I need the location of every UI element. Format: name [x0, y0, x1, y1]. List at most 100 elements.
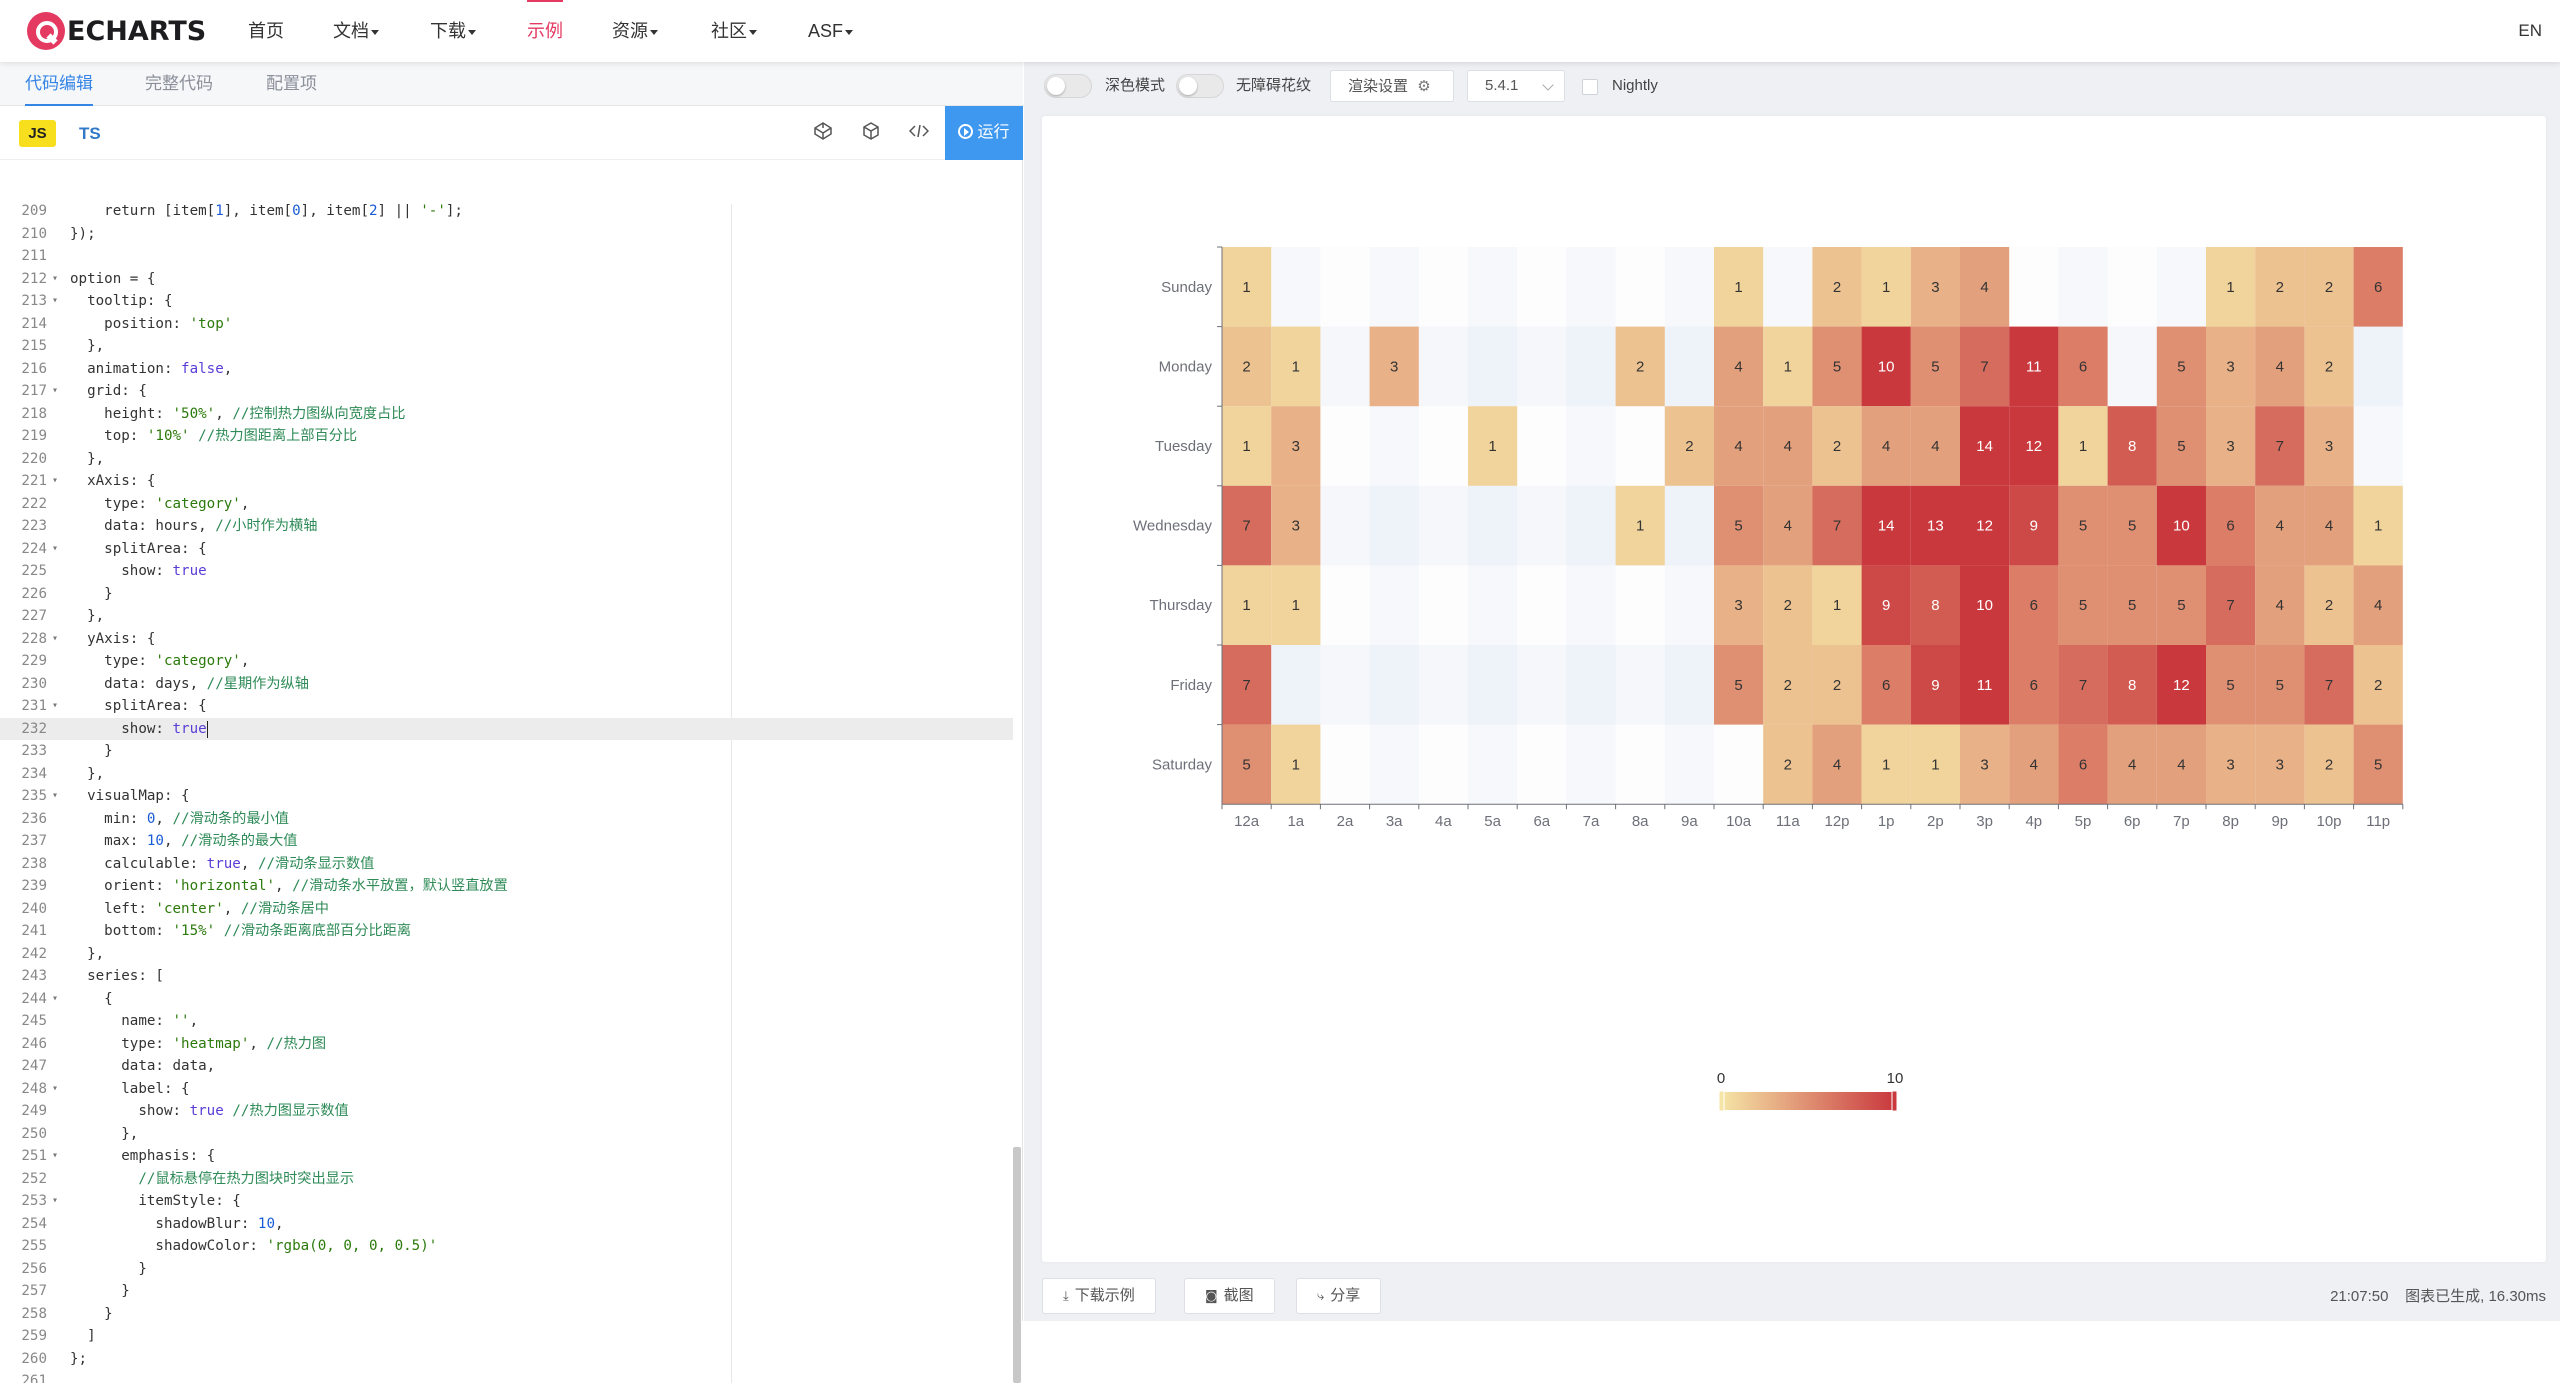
ts-language-button[interactable]: TS — [79, 124, 101, 143]
code-line[interactable]: 223 data: hours, //小时作为横轴 — [0, 515, 1013, 538]
fold-arrow-icon[interactable]: ▾ — [52, 295, 59, 306]
codepen-icon[interactable] — [812, 122, 834, 144]
code-line[interactable]: 236 min: 0, //滑动条的最小值 — [0, 808, 1013, 831]
fold-arrow-icon[interactable]: ▾ — [52, 790, 59, 801]
code-line[interactable]: 215 }, — [0, 335, 1013, 358]
echarts-logo[interactable]: ECHARTS — [27, 11, 206, 51]
code-line[interactable]: 218 height: '50%', //控制热力图纵向宽度占比 — [0, 403, 1013, 426]
fold-arrow-icon[interactable]: ▾ — [52, 1082, 59, 1094]
nav-item-6[interactable]: ASF — [808, 0, 854, 62]
code-line[interactable]: 209 return [item[1], item[0], item[2] ||… — [0, 204, 1013, 223]
code-line[interactable]: 212 ▾ option = { — [0, 268, 1013, 291]
code-line[interactable]: 242 }, — [0, 943, 1013, 966]
visual-map-handle-max[interactable] — [1891, 1090, 1898, 1112]
fold-arrow-icon[interactable]: ▾ — [52, 992, 59, 1004]
fold-arrow-icon[interactable]: ▾ — [52, 385, 59, 396]
download-example-button[interactable]: ⤓ 下载示例 — [1042, 1278, 1156, 1314]
dark-mode-toggle[interactable] — [1044, 74, 1092, 98]
editor-scrollbar[interactable] — [1013, 1147, 1021, 1383]
embed-code-icon[interactable] — [908, 122, 930, 144]
code-line[interactable]: 259 ] — [0, 1325, 1013, 1348]
code-line[interactable]: 220 }, — [0, 448, 1013, 471]
code-line[interactable]: 214 position: 'top' — [0, 313, 1013, 336]
code-line[interactable]: 243 series: [ — [0, 965, 1013, 988]
code-line[interactable]: 216 animation: false, — [0, 358, 1013, 381]
code-line[interactable]: 250 }, — [0, 1123, 1013, 1146]
code-line[interactable]: 253 ▾ itemStyle: { — [0, 1190, 1013, 1213]
editor-tab-2[interactable]: 配置项 — [266, 74, 317, 93]
nav-item-3[interactable]: 示例 — [527, 0, 563, 62]
code-line[interactable]: 241 bottom: '15%' //滑动条距离底部百分比距离 — [0, 920, 1013, 943]
cell-value-label: 1 — [1242, 597, 1250, 614]
code-line[interactable]: 219 top: '10%' //热力图距离上部百分比 — [0, 425, 1013, 448]
code-line[interactable]: 230 data: days, //星期作为纵轴 — [0, 673, 1013, 696]
code-line[interactable]: 245 name: '', — [0, 1010, 1013, 1033]
code-line[interactable]: 226 } — [0, 583, 1013, 606]
run-button[interactable]: 运行 — [945, 106, 1023, 160]
code-line[interactable]: 228 ▾ yAxis: { — [0, 628, 1013, 651]
fold-arrow-icon[interactable]: ▾ — [52, 542, 59, 554]
code-line[interactable]: 247 data: data, — [0, 1055, 1013, 1078]
code-line[interactable]: 210}); — [0, 223, 1013, 246]
visual-map-handle-min[interactable] — [1718, 1090, 1725, 1112]
code-line[interactable]: 238 calculable: true, //滑动条显示数值 — [0, 853, 1013, 876]
fold-arrow-icon[interactable]: ▾ — [52, 632, 59, 644]
code-line[interactable]: 222 type: 'category', — [0, 493, 1013, 516]
code-line[interactable]: 256 } — [0, 1258, 1013, 1281]
code-line[interactable]: 213 ▾ tooltip: { — [0, 290, 1013, 313]
nav-item-2[interactable]: 下载 — [430, 0, 476, 62]
code-line[interactable]: 232 show: true — [0, 717, 1013, 740]
code-line[interactable]: 248 ▾ label: { — [0, 1078, 1013, 1101]
fold-arrow-icon[interactable]: ▾ — [52, 700, 59, 711]
editor-tab-1[interactable]: 完整代码 — [145, 74, 213, 93]
version-select[interactable]: 5.4.1 — [1467, 70, 1565, 102]
code-line[interactable]: 261 — [0, 1370, 1013, 1383]
code-line[interactable]: 255 shadowColor: 'rgba(0, 0, 0, 0.5)' — [0, 1235, 1013, 1258]
code-line[interactable]: 251 ▾ emphasis: { — [0, 1145, 1013, 1168]
code-line[interactable]: 221 ▾ xAxis: { — [0, 470, 1013, 493]
visual-map-bar[interactable] — [1721, 1092, 1895, 1110]
screenshot-button[interactable]: ◙ 截图 — [1184, 1278, 1275, 1314]
code-line[interactable]: 237 max: 10, //滑动条的最大值 — [0, 830, 1013, 853]
code-line[interactable]: 240 left: 'center', //滑动条居中 — [0, 898, 1013, 921]
code-line[interactable]: 224 ▾ splitArea: { — [0, 538, 1013, 561]
fold-arrow-icon[interactable]: ▾ — [52, 1195, 59, 1206]
nav-item-1[interactable]: 文档 — [333, 0, 379, 62]
code-line[interactable]: 254 shadowBlur: 10, — [0, 1213, 1013, 1236]
code-line[interactable]: 257 } — [0, 1280, 1013, 1303]
fold-arrow-icon[interactable]: ▾ — [52, 1150, 59, 1161]
code-line[interactable]: 227 }, — [0, 605, 1013, 628]
a11y-pattern-toggle[interactable] — [1176, 74, 1224, 98]
nav-item-0[interactable]: 首页 — [248, 0, 284, 62]
code-line[interactable]: 258 } — [0, 1303, 1013, 1326]
codesandbox-icon[interactable] — [860, 122, 882, 144]
fold-arrow-icon[interactable]: ▾ — [52, 475, 59, 486]
render-status: 21:07:50 图表已生成, 16.30ms — [2330, 1273, 2546, 1321]
code-line[interactable]: 234 }, — [0, 763, 1013, 786]
nightly-checkbox[interactable] — [1582, 79, 1598, 95]
nav-item-5[interactable]: 社区 — [711, 0, 757, 62]
code-line[interactable]: 239 orient: 'horizontal', //滑动条水平放置，默认竖直… — [0, 875, 1013, 898]
code-line[interactable]: 211 — [0, 245, 1013, 268]
editor-tab-0[interactable]: 代码编辑 — [25, 62, 93, 106]
render-settings-button[interactable]: 渲染设置 ⚙ — [1330, 70, 1454, 102]
code-line[interactable]: 249 show: true //热力图显示数值 — [0, 1100, 1013, 1123]
heatmap-cell — [1910, 565, 1960, 645]
code-line[interactable]: 246 type: 'heatmap', //热力图 — [0, 1033, 1013, 1056]
nav-item-4[interactable]: 资源 — [612, 0, 658, 62]
js-language-button[interactable]: JS — [19, 120, 56, 147]
language-switch[interactable]: EN — [2518, 21, 2542, 40]
code-line[interactable]: 233 } — [0, 740, 1013, 763]
code-line[interactable]: 217 ▾ grid: { — [0, 380, 1013, 403]
code-line[interactable]: 252 //鼠标悬停在热力图块时突出显示 — [0, 1168, 1013, 1191]
code-line[interactable]: 225 show: true — [0, 560, 1013, 583]
code-text: data: days, //星期作为纵轴 — [70, 675, 309, 692]
code-line[interactable]: 260}; — [0, 1348, 1013, 1371]
share-button[interactable]: ⤷ 分享 — [1296, 1278, 1382, 1314]
code-area[interactable]: 209 return [item[1], item[0], item[2] ||… — [0, 204, 1023, 1383]
code-line[interactable]: 235 ▾ visualMap: { — [0, 785, 1013, 808]
code-line[interactable]: 244 ▾ { — [0, 988, 1013, 1011]
code-line[interactable]: 231 ▾ splitArea: { — [0, 695, 1013, 718]
code-line[interactable]: 229 type: 'category', — [0, 650, 1013, 673]
fold-arrow-icon[interactable]: ▾ — [52, 272, 59, 284]
